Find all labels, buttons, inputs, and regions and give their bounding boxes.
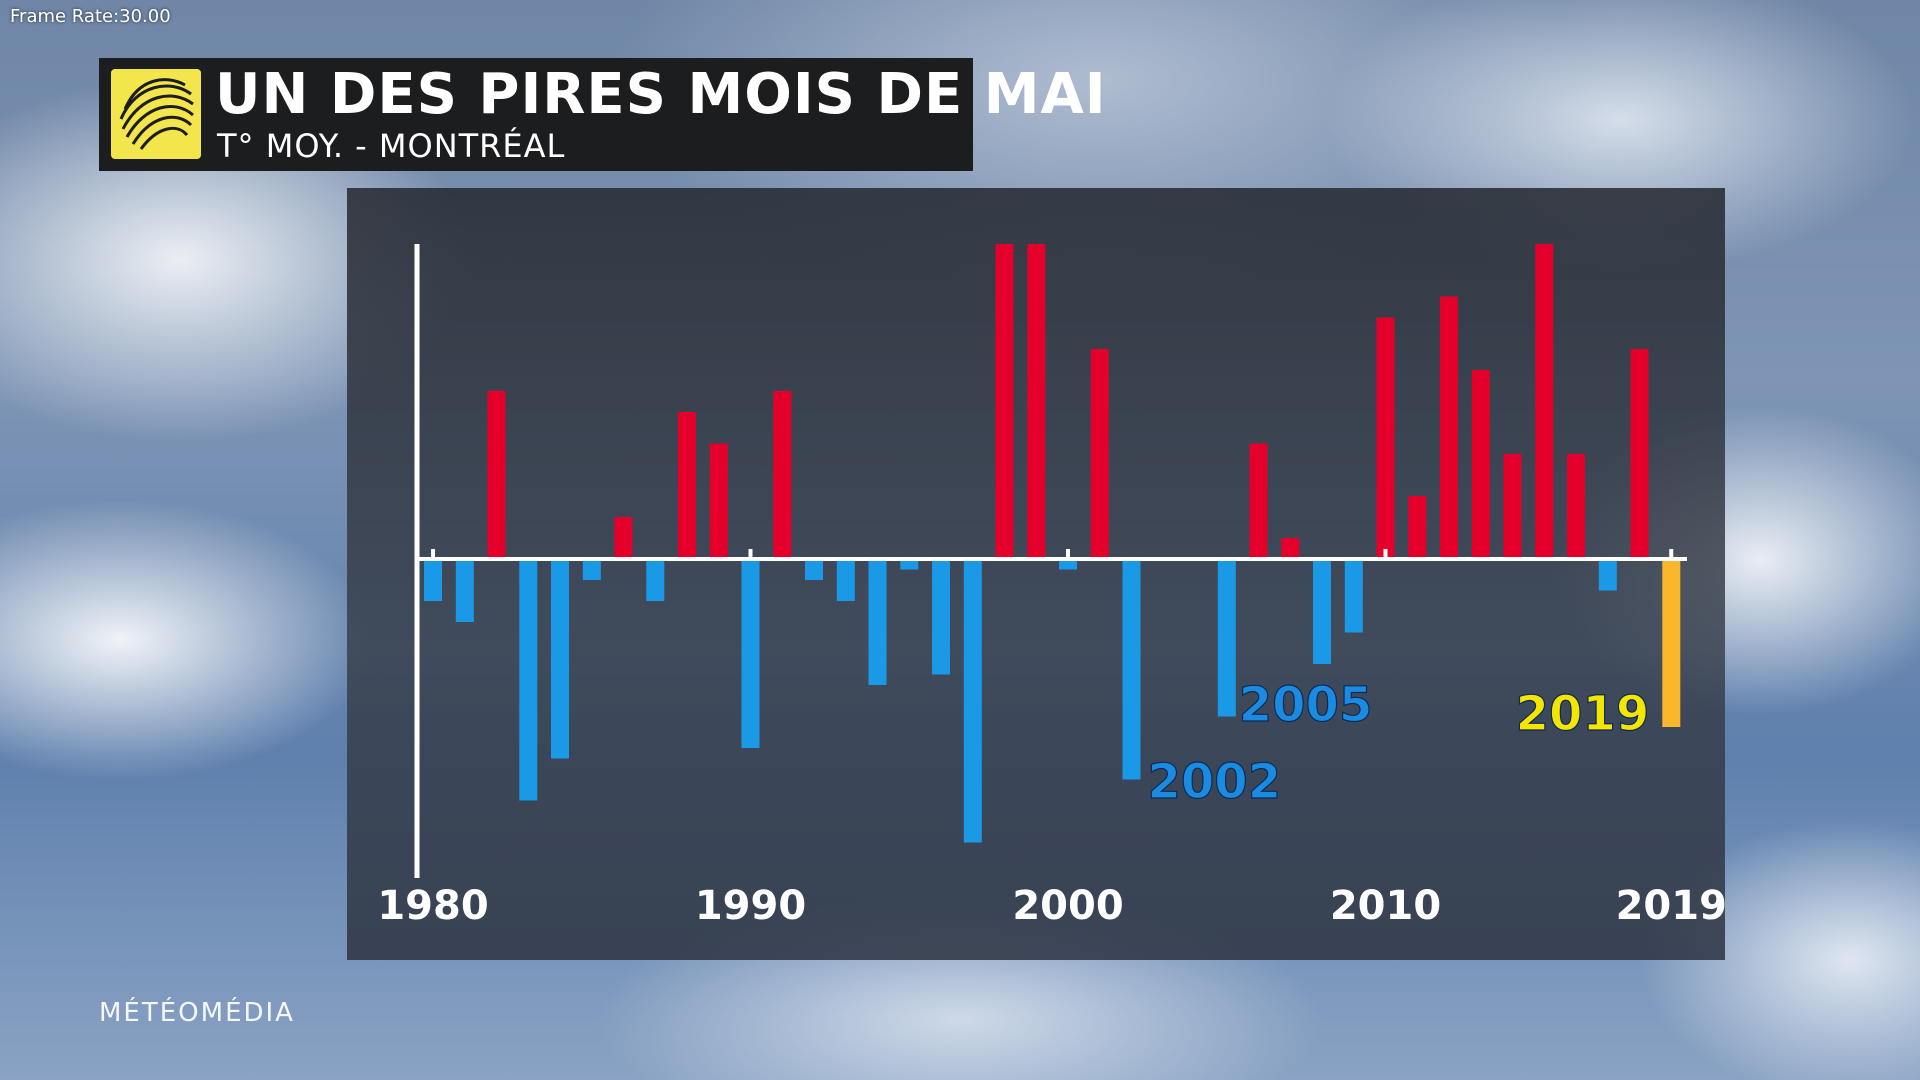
bar-2005 <box>1217 559 1236 717</box>
globe-swirl-icon <box>111 69 201 159</box>
bar-2000 <box>1059 559 1077 570</box>
bar-1980 <box>424 559 442 601</box>
bar-2012 <box>1440 296 1458 559</box>
bar-1994 <box>868 559 887 685</box>
annotation-2002: 2002 <box>1148 754 1282 810</box>
bar-2019 <box>1662 559 1681 727</box>
bar-2002 <box>1122 559 1141 780</box>
bar-1993 <box>836 559 855 601</box>
bar-1986 <box>614 517 633 559</box>
bar-2018 <box>1630 349 1649 559</box>
bar-1996 <box>932 559 950 675</box>
annotation-2005: 2005 <box>1239 677 1373 733</box>
bar-1990 <box>741 559 760 748</box>
bar-1999 <box>1027 244 1046 559</box>
chart-subtitle: T° MOY. - MONTRÉAL <box>217 127 566 165</box>
bar-1989 <box>709 443 728 559</box>
bar-2014 <box>1503 454 1522 559</box>
tick-label-2000: 2000 <box>1012 883 1123 929</box>
bar-2006 <box>1249 443 1268 559</box>
bar-2013 <box>1471 370 1490 559</box>
bar-2001 <box>1090 349 1109 559</box>
bar-1995 <box>900 559 919 570</box>
chart-panel: 1980 1990 2000 2010 2019 2002 2005 2019 <box>347 188 1725 960</box>
title-banner: UN DES PIRES MOIS DE MAI T° MOY. - MONTR… <box>99 58 1106 171</box>
bar-1987 <box>646 559 665 601</box>
brand-logo-text: MÉTÉOMÉDIA <box>99 998 295 1028</box>
bar-chart: 1980 1990 2000 2010 2019 2002 2005 2019 <box>377 244 1725 929</box>
tick-label-2019: 2019 <box>1616 883 1725 929</box>
tick-label-2010: 2010 <box>1330 883 1441 929</box>
bar-1982 <box>487 391 506 559</box>
bar-1988 <box>678 412 696 559</box>
annotation-2019: 2019 <box>1516 686 1650 742</box>
bar-1991 <box>773 391 792 559</box>
bar-2007 <box>1281 538 1300 559</box>
bar-2015 <box>1535 244 1554 559</box>
chart-title: UN DES PIRES MOIS DE MAI <box>215 62 1107 127</box>
bar-2011 <box>1408 496 1427 559</box>
bar-1981 <box>455 559 474 622</box>
bar-1992 <box>805 559 823 580</box>
frame-rate-readout: Frame Rate:30.00 <box>10 6 171 27</box>
tick-label-1990: 1990 <box>695 883 806 929</box>
bar-2008 <box>1313 559 1331 664</box>
bar-1984 <box>551 559 569 759</box>
tick-label-1980: 1980 <box>377 883 488 929</box>
bar-2017 <box>1598 559 1617 591</box>
bar-1983 <box>519 559 538 801</box>
bar-1985 <box>582 559 601 580</box>
bar-2016 <box>1567 454 1585 559</box>
bar-2010 <box>1376 317 1395 559</box>
bar-2009 <box>1344 559 1363 633</box>
bar-1998 <box>995 244 1014 559</box>
bar-1997 <box>963 559 982 843</box>
